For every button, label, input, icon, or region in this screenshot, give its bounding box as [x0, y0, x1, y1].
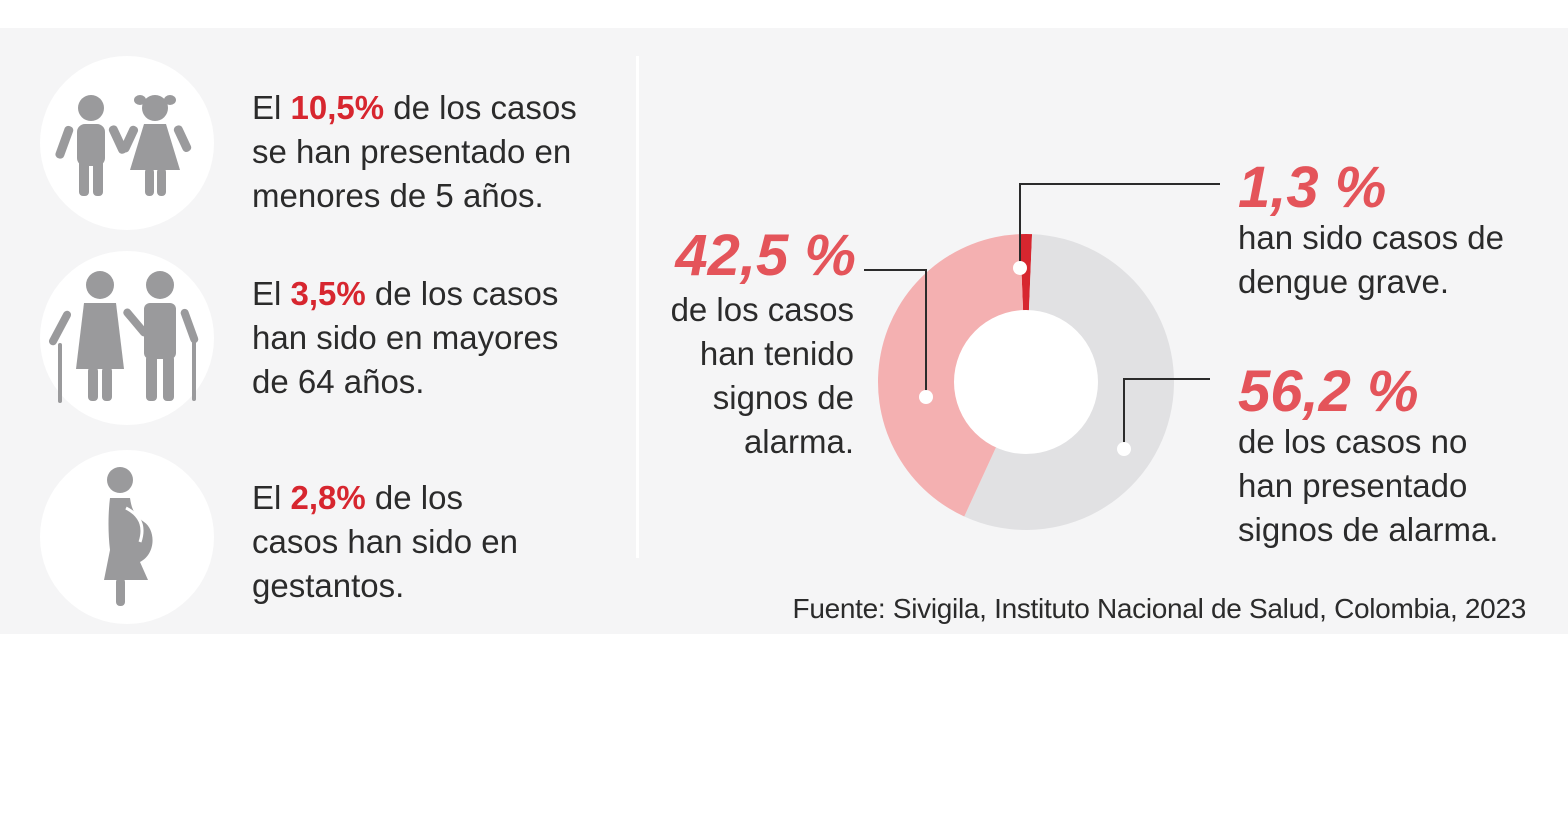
stat-children-value: 10,5%	[290, 89, 385, 126]
slice-signos-alarma	[878, 234, 1026, 517]
label-alarma: de los casos han tenido signos de alarma…	[670, 291, 854, 460]
leader-dot-alarma	[919, 390, 933, 404]
leader-line-alarma	[864, 269, 927, 397]
value-label-grave: 1,3 %	[1238, 155, 1387, 220]
stat-pregnant-text: El 2,8% de los casos han sido en gestant…	[252, 479, 519, 604]
leader-dot-grave	[1013, 261, 1027, 275]
children-icon	[40, 56, 214, 230]
stat-elderly-value: 3,5%	[290, 275, 366, 312]
value-label-alarma: 42,5 %	[675, 223, 856, 288]
leader-line-grave	[1019, 183, 1220, 268]
stat-elderly-text: El 3,5% de los casos han sido en mayores…	[252, 275, 559, 400]
leader-dot-no-alarma	[1117, 442, 1131, 456]
elderly-couple-icon	[40, 251, 214, 425]
label-grave: han sido casos de dengue grave.	[1238, 219, 1505, 300]
stat-children-text: El 10,5% de los casos se han presentado …	[252, 89, 577, 214]
stat-pregnant-value: 2,8%	[290, 479, 366, 516]
source-note: Fuente: Sivigila, Instituto Nacional de …	[792, 593, 1527, 624]
leader-line-no-alarma	[1123, 378, 1210, 449]
infographic-panel	[0, 28, 1568, 634]
label-no-alarma: de los casos no han presentado signos de…	[1238, 423, 1499, 548]
column-divider	[636, 56, 639, 558]
value-label-no-alarma: 56,2 %	[1238, 359, 1419, 424]
pregnant-woman-icon	[40, 450, 214, 624]
donut-hole	[954, 310, 1098, 454]
